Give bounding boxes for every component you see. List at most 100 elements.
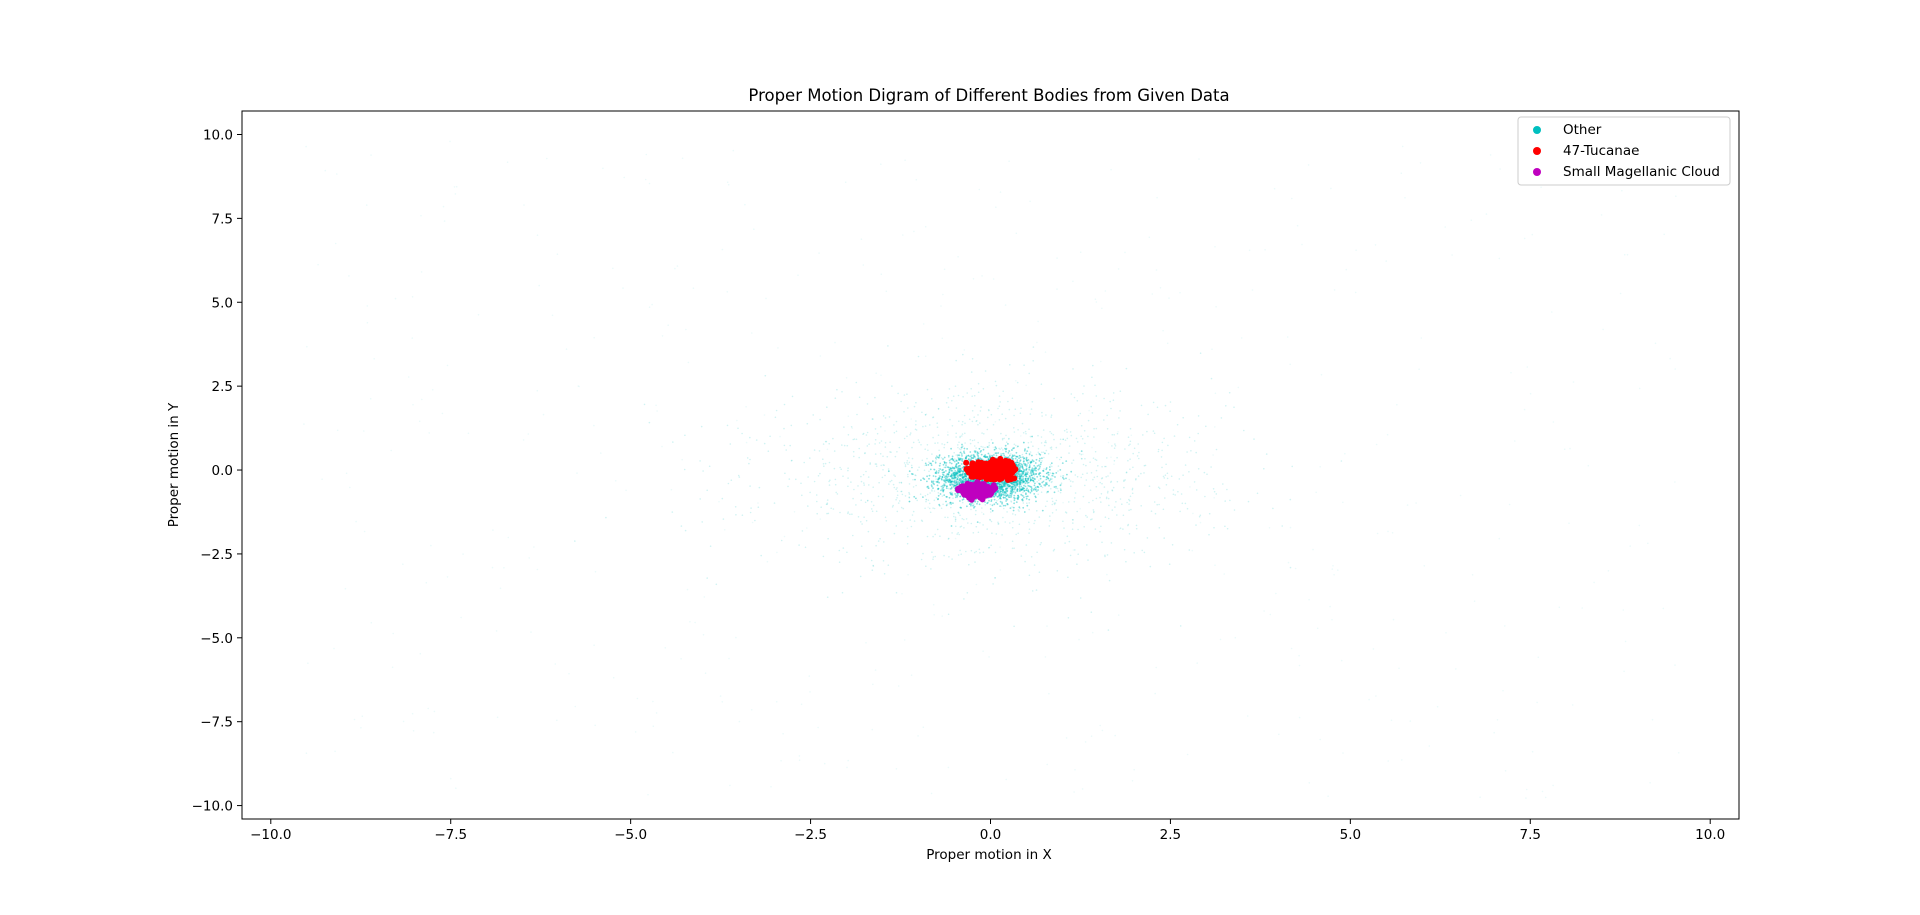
other-point [997,523,999,525]
other-point [806,422,809,425]
other-point [1669,357,1671,360]
other-point [832,508,835,510]
other-point [1068,478,1071,481]
other-point [1095,395,1098,397]
other-point [954,458,956,460]
other-point [1082,453,1084,456]
other-point [1089,461,1091,464]
other-point [847,759,849,762]
other-point [937,407,940,410]
other-point [1009,507,1012,509]
other-point [334,242,337,245]
other-point [1084,442,1086,445]
other-point [1115,501,1117,503]
other-point [887,468,890,470]
other-point [1110,168,1112,171]
other-point [1186,753,1189,756]
other-point [1003,494,1005,496]
other-point [1208,533,1210,536]
other-point [1091,446,1093,449]
other-point [947,473,949,475]
other-point [1007,485,1010,488]
other-point [941,486,944,488]
other-point [991,509,994,512]
other-point [896,451,898,453]
other-point [1180,493,1183,495]
other-point [344,587,347,590]
other-point [979,451,982,453]
other-point [862,432,865,435]
other-point [977,382,980,385]
other-point [958,459,960,461]
other-point [684,529,687,532]
chart-title: Proper Motion Digram of Different Bodies… [748,86,1229,105]
other-point [1096,475,1099,478]
other-point [1029,485,1032,488]
other-point [933,468,935,471]
other-point [949,478,952,481]
other-point [954,470,957,472]
other-point [956,460,958,462]
other-point [1040,383,1043,386]
other-point [1069,431,1072,433]
other-point [949,466,952,469]
other-point [994,577,996,579]
other-point [1067,576,1069,579]
other-point [866,403,869,405]
other-point [1398,667,1400,670]
other-point [939,493,942,495]
other-point [1021,499,1024,502]
other-point [978,548,981,551]
other-point [1001,490,1004,493]
other-point [1051,465,1053,468]
other-point [969,503,971,505]
other-point [926,388,929,391]
other-point [943,480,946,483]
other-point [938,467,940,470]
other-point [954,485,956,487]
other-point [685,328,687,331]
other-point [1032,479,1035,482]
other-point [1117,614,1120,616]
other-point [931,490,933,492]
other-point [1018,485,1021,488]
other-point [1119,390,1122,393]
other-point [1044,505,1047,508]
other-point [907,473,909,476]
other-point [1176,423,1179,426]
other-point [944,516,946,519]
other-point [999,485,1001,488]
other-point [1154,692,1156,695]
other-point [1049,468,1051,471]
other-point [872,418,874,420]
other-point [1015,501,1018,503]
other-point [981,511,983,514]
other-point [998,494,1001,497]
other-point [1027,478,1030,481]
other-point [1080,453,1083,456]
other-point [1128,509,1130,512]
other-point [955,464,957,467]
other-point [942,489,944,492]
other-point [994,492,997,495]
other-point [979,422,981,424]
other-point [896,510,899,513]
other-point [749,458,751,461]
other-point [836,493,839,495]
other-point [991,504,994,507]
other-point [968,479,971,482]
other-point [946,496,948,498]
other-point [1107,475,1109,477]
other-point [950,481,952,483]
other-point [934,533,936,536]
other-point [1021,476,1024,479]
other-point [1052,475,1055,478]
other-point [1008,494,1011,497]
other-point [924,355,927,358]
other-point [956,469,959,472]
other-point [1079,597,1082,599]
other-point [412,730,415,732]
other-point [1026,471,1029,474]
other-point [960,463,963,465]
other-point [943,456,946,459]
